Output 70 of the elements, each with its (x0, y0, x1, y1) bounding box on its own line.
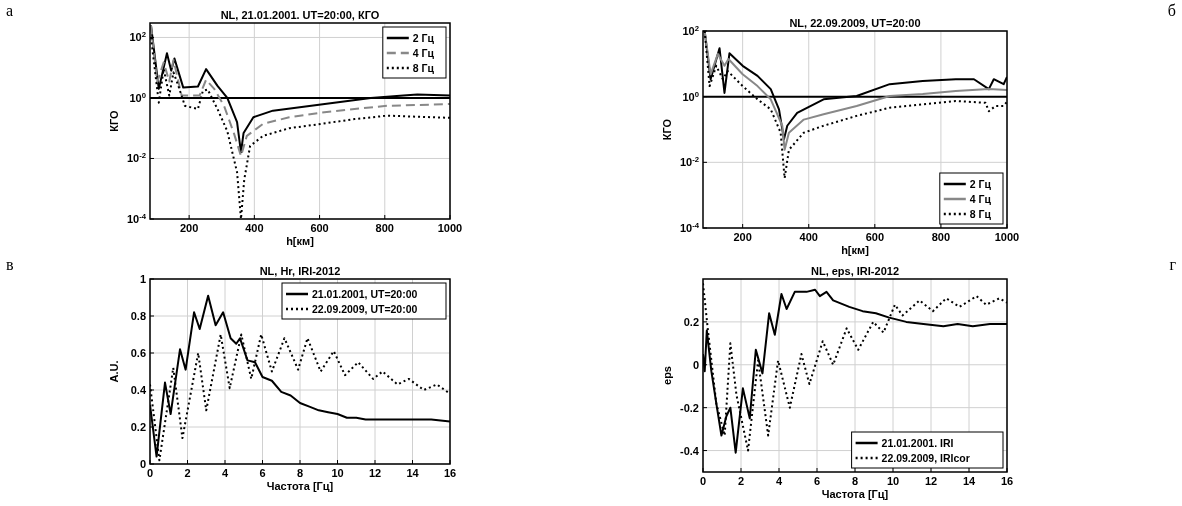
y-tick-label: 10$^{0}$ (129, 90, 146, 104)
y-axis-title: КГО (108, 109, 120, 132)
x-axis-title: h[км] (841, 244, 870, 256)
x-axis-title: Частота [Гц] (821, 488, 889, 500)
x-tick-label: 600 (310, 222, 329, 234)
y-axis-title: КГО (661, 118, 673, 141)
y-tick-label: 0 (139, 458, 146, 470)
x-tick-label: 4 (775, 475, 783, 487)
x-tick-label: 400 (245, 222, 264, 234)
x-tick-label: 16 (443, 467, 457, 479)
legend-label: 4 Гц (969, 193, 992, 205)
x-tick-label: 6 (259, 467, 266, 479)
text: г (1169, 256, 1177, 273)
chart-title: NL, eps, IRI-2012 (810, 265, 900, 277)
x-axis-title: Частота [Гц] (266, 480, 334, 492)
x-tick-label: 10 (331, 467, 344, 479)
chart-title: NL, 21.01.2001. UT=20:00, КГО (220, 9, 380, 21)
legend-label: 22.09.2009, IRIcor (881, 452, 970, 464)
legend-label: 22.09.2009, UT=20:00 (312, 303, 418, 315)
x-tick-label: 4 (221, 467, 229, 479)
legend-label: 8 Гц (412, 62, 435, 74)
legend-label: 2 Гц (412, 32, 435, 44)
x-tick-label: 8 (851, 475, 859, 487)
legend-label: 8 Гц (969, 208, 992, 220)
x-tick-label: 200 (733, 231, 752, 243)
x-tick-label: 1000 (437, 222, 463, 234)
x-tick-label: 6 (813, 475, 821, 487)
text: а (6, 2, 14, 19)
x-tick-label: 1000 (994, 231, 1020, 243)
legend-label: 21.01.2001. IRI (881, 437, 954, 449)
y-tick-label: 10$^{2}$ (682, 23, 699, 37)
x-axis-title: h[км] (286, 235, 315, 247)
y-tick-label: 0.6 (130, 347, 146, 359)
x-tick-label: 2 (737, 475, 745, 487)
chart-title: NL, 22.09.2009, UT=20:00 (789, 17, 921, 29)
text: в (6, 256, 14, 273)
y-tick-label: 0.4 (130, 384, 147, 396)
y-tick-label: 0.2 (683, 315, 699, 328)
y-tick-label: 0.2 (130, 421, 146, 433)
x-tick-label: 200 (179, 222, 199, 234)
x-tick-label: 8 (296, 467, 304, 479)
legend-label: 2 Гц (969, 178, 992, 190)
x-tick-label: 800 (931, 231, 951, 243)
x-tick-label: 14 (406, 467, 420, 479)
y-axis-title: A.U. (108, 360, 120, 383)
y-tick-label: 1 (139, 273, 146, 285)
x-tick-label: 600 (865, 231, 885, 243)
y-tick-label: 10$^{-4}$ (679, 220, 700, 234)
y-tick-label: 10$^{-2}$ (126, 150, 146, 165)
x-tick-label: 2 (184, 467, 191, 479)
y-tick-label: 0 (692, 358, 699, 371)
y-tick-label: -0.4 (680, 444, 700, 457)
y-tick-label: 10$^{2}$ (129, 29, 146, 44)
chart-title: NL, Hr, IRI-2012 (259, 265, 341, 277)
legend-label: 4 Гц (412, 47, 435, 59)
y-tick-label: -0.2 (680, 401, 699, 414)
x-tick-label: 14 (962, 475, 976, 487)
x-tick-label: 800 (375, 222, 394, 234)
y-tick-label: 10$^{-4}$ (126, 211, 147, 225)
x-tick-label: 10 (886, 475, 900, 487)
y-tick-label: 10$^{-2}$ (679, 154, 699, 169)
y-axis-title: eps (661, 366, 673, 385)
y-tick-label: 0.8 (130, 310, 146, 322)
y-tick-label: 10$^{0}$ (682, 89, 699, 103)
x-tick-label: 400 (799, 231, 818, 243)
x-tick-label: 12 (924, 475, 938, 487)
x-tick-label: 16 (1000, 475, 1014, 487)
text: б (1167, 2, 1176, 19)
legend-label: 21.01.2001, UT=20:00 (312, 288, 418, 300)
x-tick-label: 12 (368, 467, 382, 479)
